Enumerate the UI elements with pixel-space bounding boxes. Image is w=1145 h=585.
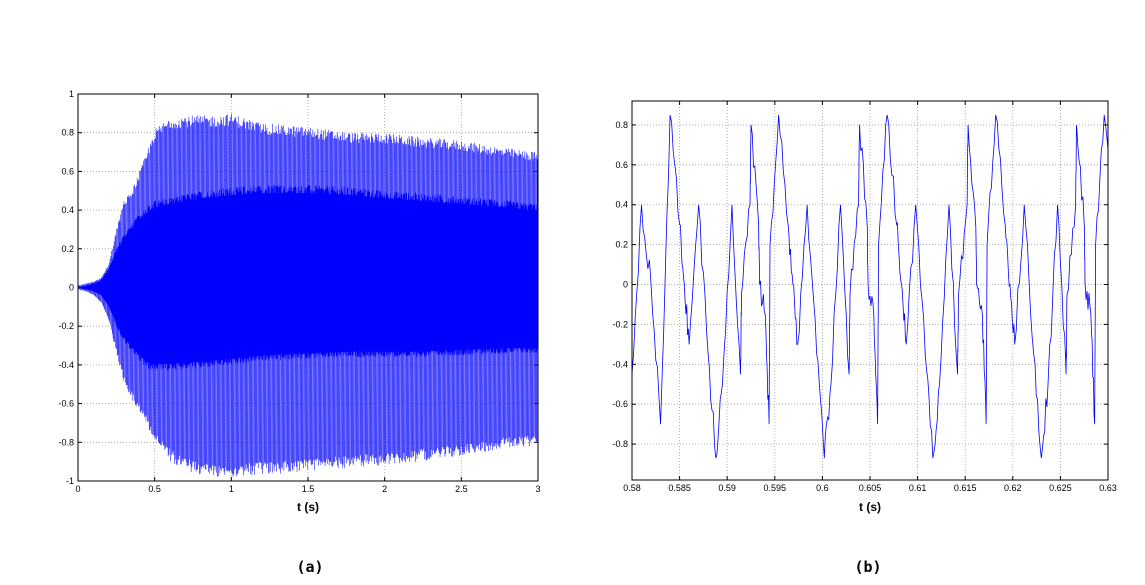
chart-panel-a: 0 0.5 1 1.5 2 2.5 3 -1 -0.8 -0.6 -0.4 -0.2 0 0.2 0.4 0.… bbox=[58, 89, 540, 576]
x-tick-label: 0.6 bbox=[816, 483, 829, 493]
x-tick-label: 0.58 bbox=[623, 483, 641, 493]
x-tick-label: 0.59 bbox=[718, 483, 736, 493]
y-tick-label: 0.6 bbox=[61, 166, 74, 176]
plot-frame bbox=[77, 93, 539, 482]
x-tick-label: 0.5 bbox=[148, 484, 161, 494]
y-tick-label: -0.6 bbox=[58, 399, 74, 409]
x-axis-label: t (s) bbox=[859, 500, 881, 514]
y-tick-label: 0.2 bbox=[61, 244, 74, 254]
y-tick-label: 0.6 bbox=[615, 160, 628, 170]
y-tick-label: 0 bbox=[623, 280, 628, 290]
y-tick-label: 1 bbox=[69, 89, 74, 99]
x-tick-label: 0.615 bbox=[954, 483, 977, 493]
x-tick-label: 0 bbox=[75, 484, 80, 494]
y-tick-label: 0.8 bbox=[615, 120, 628, 130]
y-tick-label: 0.4 bbox=[61, 205, 74, 215]
y-tick-label: 0.8 bbox=[61, 128, 74, 138]
series-peak-spikes bbox=[78, 113, 538, 477]
y-tick-label: -0.4 bbox=[58, 360, 74, 370]
panel-caption: (a) bbox=[296, 558, 323, 576]
panel-caption: (b) bbox=[854, 558, 881, 576]
x-tick-label: 2.5 bbox=[455, 484, 468, 494]
y-tick-label: 0.2 bbox=[615, 240, 628, 250]
signal-group bbox=[632, 114, 1108, 459]
x-tick-label: 3 bbox=[535, 484, 540, 494]
y-tick-label: -1 bbox=[66, 476, 74, 486]
x-tick-label: 1.5 bbox=[302, 484, 315, 494]
y-tick-label: -0.8 bbox=[58, 437, 74, 447]
signal-group bbox=[78, 113, 538, 477]
x-tick-label: 0.585 bbox=[668, 483, 691, 493]
y-tick-label: -0.4 bbox=[612, 359, 628, 369]
x-tick-label: 1 bbox=[229, 484, 234, 494]
y-tick-label: -0.6 bbox=[612, 399, 628, 409]
y-tick-label: 0 bbox=[69, 283, 74, 293]
y-tick-label: -0.2 bbox=[58, 321, 74, 331]
y-tick-label: 0.4 bbox=[615, 200, 628, 210]
plot-frame bbox=[631, 100, 1109, 481]
x-tick-label: 0.63 bbox=[1099, 483, 1117, 493]
x-tick-label: 0.605 bbox=[859, 483, 882, 493]
y-tick-label: -0.8 bbox=[612, 439, 628, 449]
x-axis-label: t (s) bbox=[297, 500, 319, 514]
x-tick-label: 0.625 bbox=[1049, 483, 1072, 493]
x-tick-label: 0.62 bbox=[1004, 483, 1022, 493]
x-tick-label: 0.595 bbox=[764, 483, 787, 493]
x-tick-label: 0.61 bbox=[909, 483, 927, 493]
x-tick-label: 2 bbox=[382, 484, 387, 494]
chart-panel-b: 0.58 0.585 0.59 0.595 0.6 0.605 0.61 0.615 0.62 0… bbox=[612, 100, 1117, 576]
y-tick-label: -0.2 bbox=[612, 319, 628, 329]
series-waveform bbox=[632, 114, 1108, 459]
